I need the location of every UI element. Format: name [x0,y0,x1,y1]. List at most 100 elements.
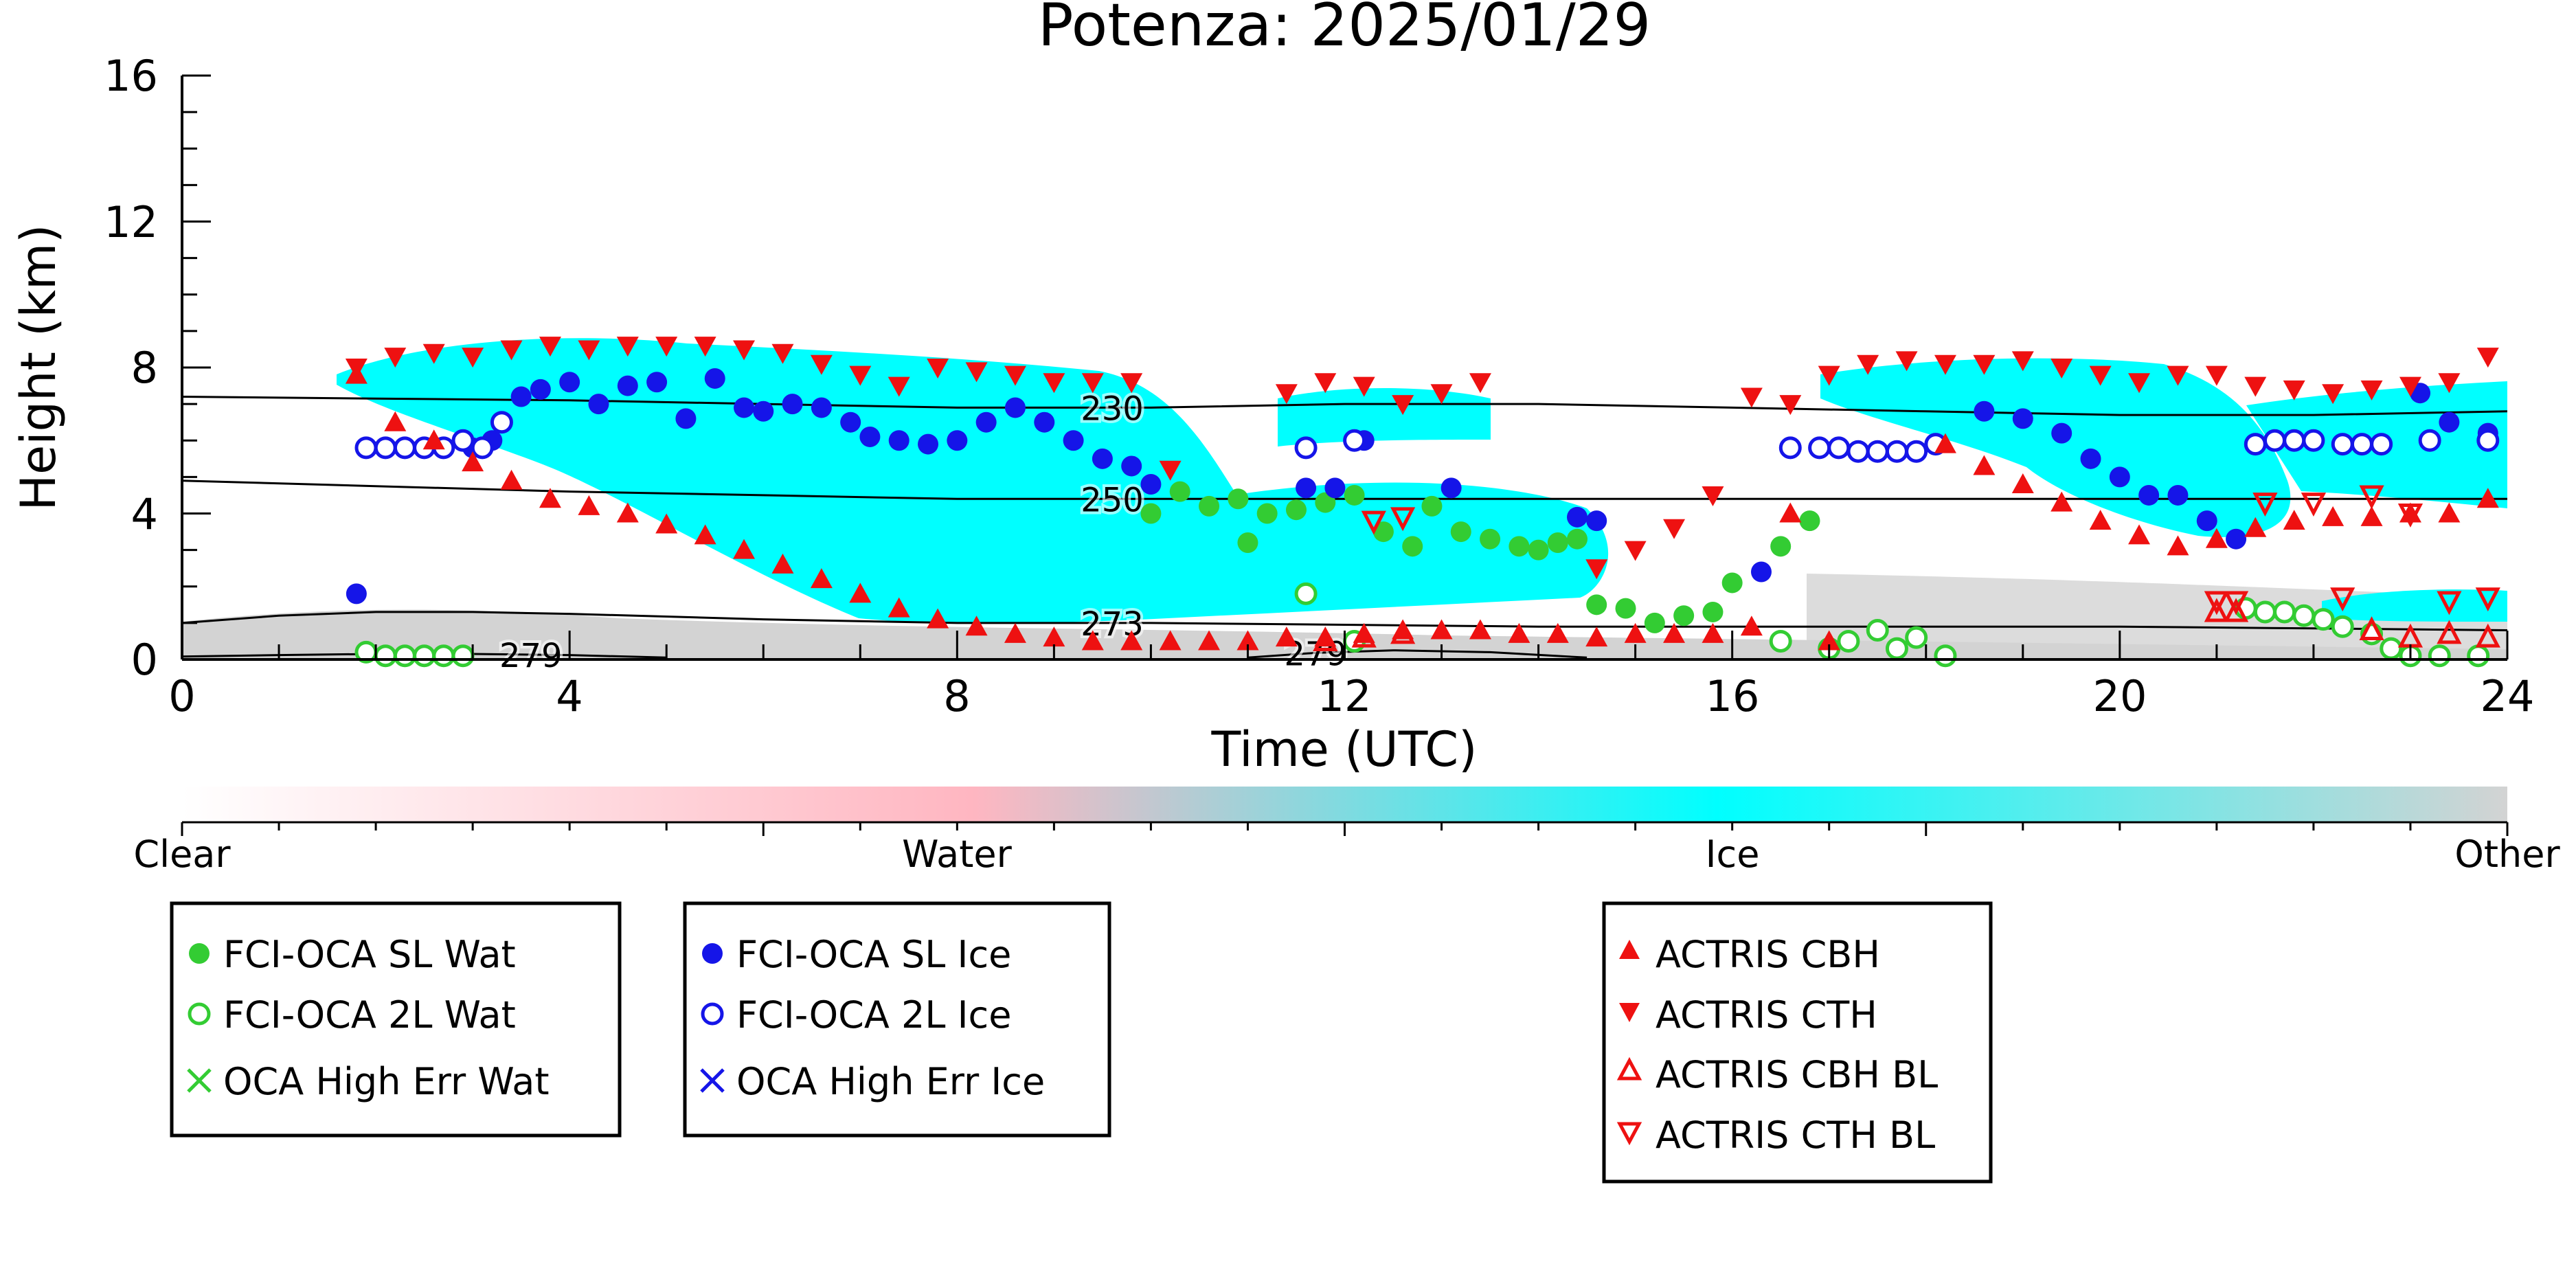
series-actris-cbh-bl [1313,598,2500,651]
data-point [1480,528,1501,550]
x-tick-label: 16 [1706,671,1760,721]
data-point [1081,630,1104,651]
data-point [1043,626,1065,647]
data-point [578,495,600,515]
data-point [1721,572,1743,594]
contour-label: 273 [1081,605,1144,644]
data-point [1702,601,1724,622]
data-point [1315,492,1336,513]
legend-marker-open-triangle-down [1616,1122,1642,1146]
data-point [753,400,774,422]
data-point [1586,510,1607,532]
legend-water: FCI-OCA SL Wat FCI-OCA 2L Wat OCA High E… [170,901,622,1138]
colorbar-label-clear: Clear [133,833,231,876]
data-point [771,343,794,364]
data-point [840,411,861,433]
data-point [1799,510,1820,532]
y-axis-label: Height (km) [10,225,67,511]
data-point [1361,510,1386,535]
data-point [704,368,725,389]
x-tick-label: 24 [2481,671,2535,721]
data-point [927,359,949,379]
data-point [1702,622,1724,643]
data-point [374,436,397,460]
data-point [2050,491,2073,512]
data-point [1779,502,1802,523]
data-point [422,429,445,450]
contour-line [182,479,2507,500]
data-point [2196,510,2217,532]
data-point [588,394,609,415]
data-point [2167,484,2189,506]
data-point [1585,626,1608,647]
data-point [733,539,756,559]
data-point [1236,630,1259,651]
data-point [2263,429,2286,452]
data-point [1237,532,1258,553]
data-point [346,583,367,605]
data-point [1769,629,1792,653]
data-point [1199,495,1220,517]
data-point [2223,591,2249,615]
data-point [1528,539,1549,561]
data-point [1586,594,1607,615]
data-point [1885,637,1908,660]
data-point [1092,448,1113,469]
data-point [1392,395,1414,416]
data-point [2360,380,2383,400]
data-point [1296,477,1317,499]
data-point [451,644,475,668]
colorbar-ticks [181,822,2509,836]
data-point [1469,619,1491,640]
data-point [2283,510,2305,530]
data-point [2109,466,2130,488]
data-point [1837,629,1860,653]
data-point [616,502,639,523]
data-point [384,411,407,431]
data-point [2244,517,2267,537]
data-point [1934,354,1956,375]
data-point [2437,591,2462,615]
contour-line [182,396,2507,416]
data-point [2359,616,2384,640]
data-point [1750,561,1772,583]
data-point [413,644,436,668]
data-point [2476,348,2499,368]
data-point [2399,502,2421,523]
data-point [1450,521,1471,543]
data-point [2273,600,2296,624]
data-point [2223,598,2249,622]
data-point [2205,365,2228,386]
data-point [2012,408,2033,429]
data-point [374,644,397,668]
data-point [1624,622,1647,643]
data-point [2476,429,2500,452]
data-point [1294,436,1318,460]
data-point [2360,506,2383,526]
data-point [1508,622,1530,643]
data-point [1140,474,1162,495]
data-point [2292,604,2316,627]
data-point [462,348,484,368]
data-point [2204,591,2229,615]
data-point [733,340,756,361]
data-point [734,397,755,418]
contour-line [182,611,2507,631]
data-point [675,408,697,429]
x-tick-label: 20 [2093,671,2147,721]
data-point [1740,615,1763,636]
data-point [2475,587,2500,612]
data-point [2312,608,2335,631]
data-point [354,436,378,460]
data-point [384,348,407,368]
data-point [1034,411,1055,433]
x-tick-label: 4 [556,671,583,721]
data-point [2397,504,2424,528]
legend-box [683,901,1111,1138]
y-tick-label: 12 [104,197,158,247]
y-tick-label: 0 [131,635,158,685]
data-point [1372,521,1394,543]
data-point [1390,620,1416,644]
x-tick-label: 0 [168,671,195,721]
